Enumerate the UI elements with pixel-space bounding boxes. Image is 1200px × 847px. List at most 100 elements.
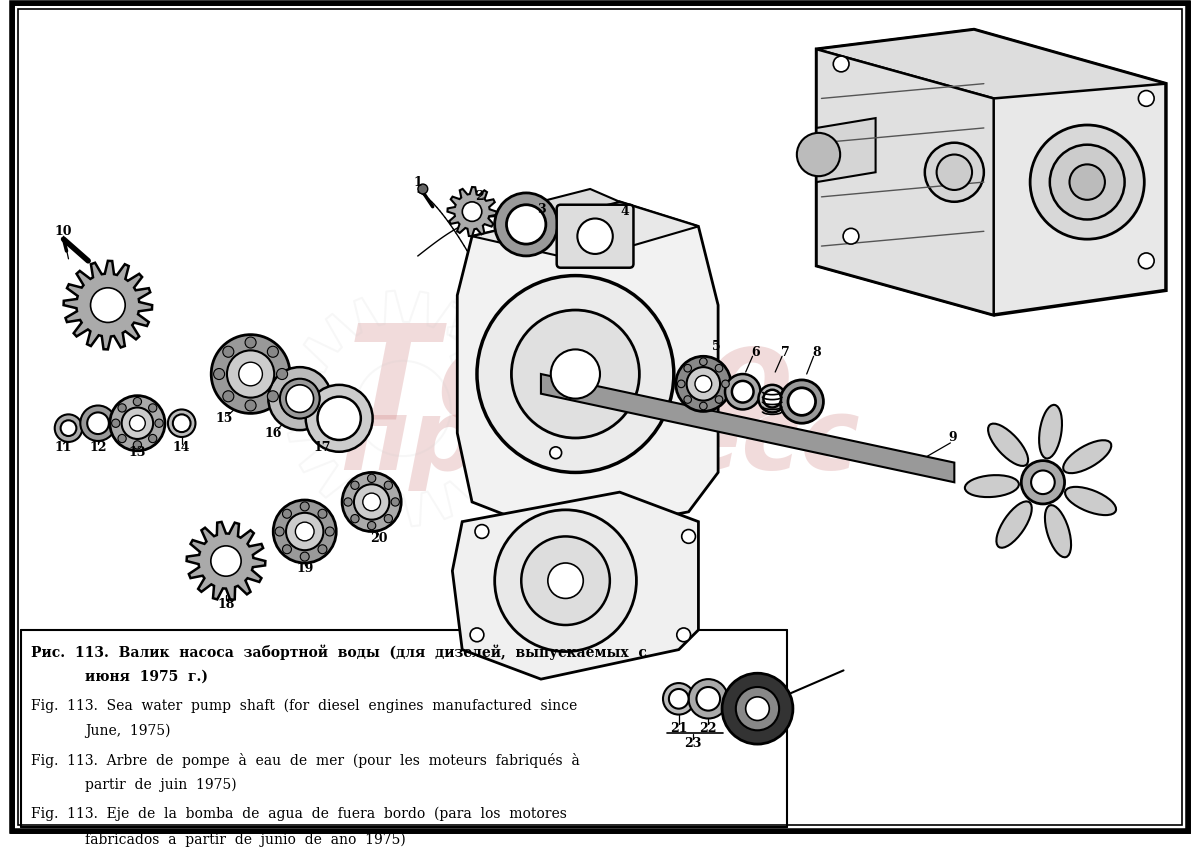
Circle shape [700,402,707,410]
Circle shape [342,473,401,532]
Circle shape [276,368,288,379]
Text: 5: 5 [712,340,720,353]
Polygon shape [816,118,876,182]
FancyBboxPatch shape [557,205,634,268]
Ellipse shape [1066,487,1116,515]
Ellipse shape [55,414,83,442]
Text: Рис.  113.  Валик  насоса  забортной  воды  (для  дизелей,  выпускаемых  с: Рис. 113. Валик насоса забортной воды (д… [31,645,647,660]
Ellipse shape [788,388,816,415]
Circle shape [715,396,722,403]
Circle shape [223,346,234,357]
Circle shape [300,502,310,511]
Text: 15: 15 [215,412,233,425]
Circle shape [676,357,731,412]
Circle shape [318,509,326,518]
Circle shape [550,447,562,459]
Ellipse shape [88,412,109,434]
Ellipse shape [1045,505,1072,557]
Polygon shape [64,261,152,350]
Circle shape [684,364,691,372]
Text: 18: 18 [217,598,235,611]
Text: 7: 7 [781,346,790,359]
Ellipse shape [689,679,728,718]
Circle shape [268,390,278,401]
Circle shape [211,545,241,576]
Circle shape [112,419,120,428]
Polygon shape [457,202,718,536]
Circle shape [745,697,769,721]
Circle shape [1050,145,1124,219]
Text: 3: 3 [536,203,545,216]
Circle shape [1030,125,1145,239]
Text: 8: 8 [812,346,821,359]
Circle shape [318,545,326,554]
Circle shape [268,346,278,357]
Circle shape [282,545,292,554]
Circle shape [511,310,640,438]
Text: fabricados  a  partir  de  junio  de  año  1975): fabricados a partir de junio de año 1975… [85,832,406,846]
Circle shape [239,363,263,386]
Circle shape [1021,461,1064,504]
Ellipse shape [696,687,720,711]
Circle shape [350,514,359,523]
Ellipse shape [173,414,191,432]
Ellipse shape [1063,440,1111,473]
Text: 22: 22 [700,722,718,735]
Ellipse shape [668,689,689,709]
Text: Fig.  113.  Sea  water  pump  shaft  (for  diesel  engines  manufactured  since: Fig. 113. Sea water pump shaft (for dies… [31,699,577,713]
Circle shape [475,524,488,539]
Text: 1: 1 [414,175,422,189]
Polygon shape [541,374,954,482]
Circle shape [391,498,400,507]
Circle shape [110,396,164,451]
Text: Техно: Техно [347,320,793,447]
Circle shape [494,510,636,651]
Ellipse shape [286,385,313,412]
Circle shape [245,337,256,348]
Circle shape [1069,164,1105,200]
Circle shape [678,380,685,388]
Circle shape [367,474,376,483]
Ellipse shape [662,683,695,715]
Circle shape [722,673,793,745]
Circle shape [476,275,674,473]
Polygon shape [816,49,994,315]
Polygon shape [187,522,265,601]
Circle shape [937,154,972,190]
Text: 20: 20 [370,532,388,545]
Circle shape [350,481,359,490]
Circle shape [677,628,690,642]
Ellipse shape [494,193,558,256]
Ellipse shape [80,406,115,441]
Circle shape [686,367,720,401]
Ellipse shape [318,396,361,440]
Circle shape [223,390,234,401]
Circle shape [1139,91,1154,107]
Text: Fig.  113.  Arbre  de  pompe  à  eau  de  mer  (pour  les  moteurs  fabriqués  à: Fig. 113. Arbre de pompe à eau de mer (p… [31,753,580,768]
Circle shape [325,527,335,536]
Polygon shape [472,202,698,261]
Text: partir  de  juin  1975): partir de juin 1975) [85,778,236,792]
Circle shape [470,628,484,642]
Text: 6: 6 [751,346,760,359]
Circle shape [682,529,696,543]
Circle shape [286,512,324,551]
Ellipse shape [780,380,823,424]
Polygon shape [816,30,1166,315]
Circle shape [1139,253,1154,268]
Circle shape [214,368,224,379]
Text: 2: 2 [475,191,485,203]
Circle shape [367,522,376,529]
Circle shape [300,552,310,561]
Circle shape [275,527,284,536]
Ellipse shape [725,374,761,409]
Circle shape [384,481,392,490]
Circle shape [418,184,427,194]
Circle shape [833,56,850,72]
Circle shape [155,419,163,428]
Text: 23: 23 [684,737,701,750]
Circle shape [521,536,610,625]
Circle shape [736,687,779,730]
Text: June,  1975): June, 1975) [85,723,170,738]
Circle shape [551,350,600,399]
